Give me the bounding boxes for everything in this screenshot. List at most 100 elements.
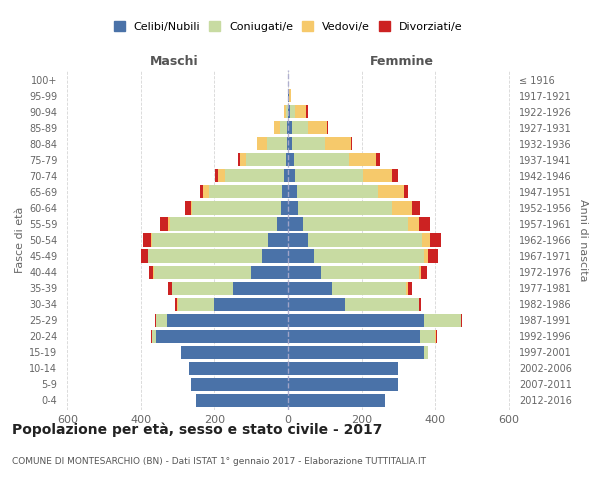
Bar (321, 266, 419, 278)
Bar (436, 330, 437, 343)
Bar (169, 218, 170, 230)
Bar (289, 89, 292, 102)
Bar (422, 234, 430, 246)
Bar (284, 105, 286, 118)
Bar (155, 330, 288, 343)
Bar (266, 137, 287, 150)
Bar (308, 121, 326, 134)
Bar (430, 234, 440, 246)
Bar (314, 250, 424, 262)
Bar (181, 346, 288, 359)
Bar (151, 234, 152, 246)
Bar (153, 266, 154, 278)
Bar (292, 137, 325, 150)
Bar (288, 266, 321, 278)
Bar (332, 282, 406, 294)
Bar (290, 105, 295, 118)
Bar (160, 218, 169, 230)
Bar (141, 250, 148, 262)
Bar (287, 121, 288, 134)
Bar (191, 202, 193, 214)
Bar (419, 266, 421, 278)
Bar (326, 121, 328, 134)
Bar (262, 250, 288, 262)
Legend: Celibi/Nubili, Coniugati/e, Vedovi/e, Divorziati/e: Celibi/Nubili, Coniugati/e, Vedovi/e, Di… (113, 21, 463, 32)
Bar (288, 298, 345, 310)
Bar (407, 218, 419, 230)
Bar (240, 153, 246, 166)
Bar (424, 346, 428, 359)
Bar (325, 137, 350, 150)
Bar (172, 282, 233, 294)
Bar (345, 298, 419, 310)
Bar (238, 153, 240, 166)
Bar (218, 170, 226, 182)
Bar (185, 202, 191, 214)
Bar (392, 202, 412, 214)
Y-axis label: Fasce di età: Fasce di età (14, 207, 25, 273)
Bar (277, 218, 288, 230)
Bar (292, 121, 308, 134)
Bar (193, 202, 281, 214)
Bar (378, 186, 404, 198)
Bar (288, 282, 332, 294)
Bar (407, 282, 412, 294)
Bar (308, 234, 422, 246)
Bar (288, 234, 308, 246)
Bar (280, 121, 287, 134)
Bar (376, 153, 380, 166)
Bar (424, 314, 461, 327)
Bar (406, 282, 407, 294)
Bar (214, 298, 288, 310)
Bar (209, 186, 283, 198)
Bar (233, 282, 288, 294)
Bar (175, 298, 178, 310)
Text: Popolazione per età, sesso e stato civile - 2017: Popolazione per età, sesso e stato civil… (12, 422, 382, 437)
Bar (200, 186, 203, 198)
Bar (284, 170, 288, 182)
Bar (189, 362, 288, 375)
Bar (293, 153, 349, 166)
Bar (286, 153, 288, 166)
Bar (143, 234, 151, 246)
Bar (152, 234, 268, 246)
Bar (178, 298, 214, 310)
Bar (170, 218, 277, 230)
Bar (246, 153, 286, 166)
Bar (419, 298, 421, 310)
Bar (461, 314, 462, 327)
Bar (295, 105, 307, 118)
Bar (288, 186, 297, 198)
Bar (286, 105, 288, 118)
Bar (421, 266, 427, 278)
Bar (283, 186, 288, 198)
Bar (349, 153, 376, 166)
Bar (149, 266, 153, 278)
Bar (196, 394, 288, 407)
Bar (421, 330, 435, 343)
Bar (288, 137, 292, 150)
Bar (288, 218, 303, 230)
Y-axis label: Anni di nascita: Anni di nascita (578, 198, 589, 281)
Bar (288, 346, 424, 359)
Bar (435, 330, 436, 343)
Bar (152, 330, 155, 343)
Bar (274, 121, 280, 134)
Bar (424, 250, 428, 262)
Bar (288, 121, 292, 134)
Bar (151, 330, 152, 343)
Bar (288, 314, 424, 327)
Bar (412, 202, 419, 214)
Bar (303, 218, 407, 230)
Bar (287, 137, 288, 150)
Bar (404, 186, 408, 198)
Bar (154, 266, 251, 278)
Bar (288, 89, 289, 102)
Bar (288, 202, 298, 214)
Bar (288, 250, 314, 262)
Bar (428, 250, 437, 262)
Bar (350, 137, 352, 150)
Bar (203, 186, 209, 198)
Bar (155, 314, 167, 327)
Bar (191, 378, 288, 391)
